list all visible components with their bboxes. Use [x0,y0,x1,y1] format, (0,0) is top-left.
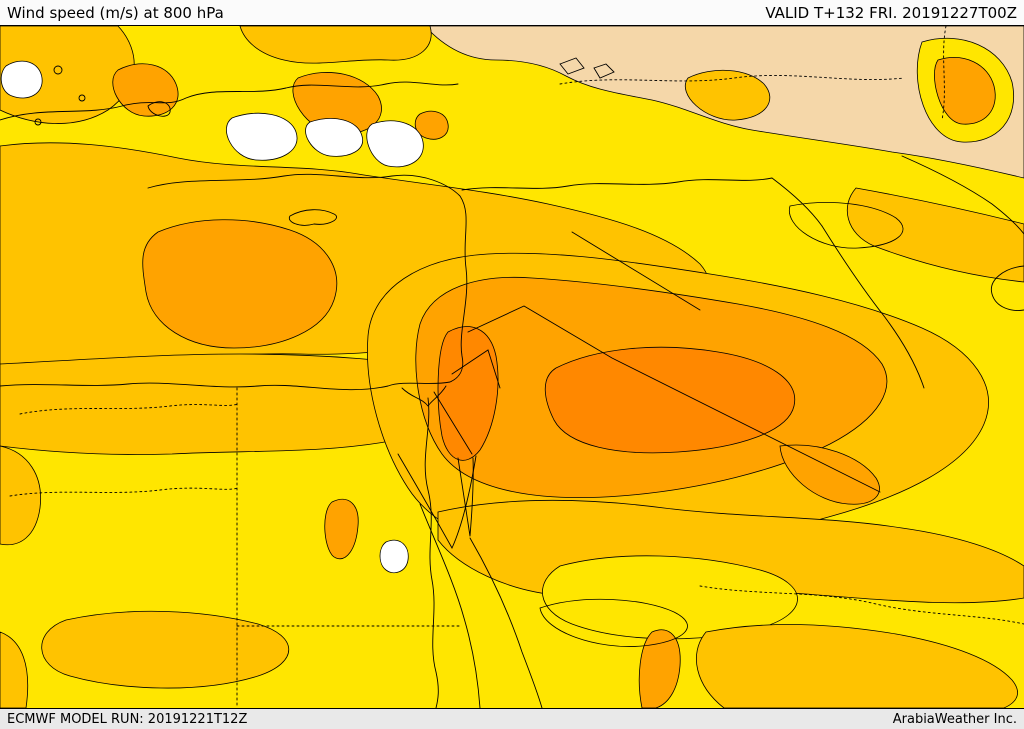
map-area [0,26,1024,708]
band-amber-bottomleft-blob [41,610,289,689]
band-amber-right-edge-band [846,187,1024,283]
gulf-of-aqaba [457,457,474,537]
coastline-red-sea-east [469,537,543,708]
band-white-nile-delta [379,539,409,574]
coastline-cyprus [288,209,337,226]
border-iraq-iran [821,225,925,389]
contour-ring-south [539,598,688,647]
lake-urmia [593,63,615,79]
band-orange-se-tail [779,444,880,505]
band-white-aegean [0,60,43,99]
map-svg [0,26,1024,708]
band-orange-spot-redsea-west [324,498,359,560]
island-aegean-1 [53,65,63,75]
band-orange-streak-south [638,629,681,708]
coastline-mediterranean [0,173,468,391]
island-aegean-2 [78,94,86,102]
border-syria-iraq [571,231,701,311]
band-deep-orange-core-jordan [437,326,499,461]
band-amber-top-strip [239,26,432,64]
contour-ring-northeast [788,202,904,249]
border-turkey-syria [461,177,823,227]
band-white-anatolia-3 [366,120,424,168]
dotted-line-libya-1 [19,403,239,415]
map-title: Wind speed (m/s) at 800 hPa [7,3,224,22]
band-amber-ne-spot [685,69,771,121]
coastline-sinai [397,453,477,549]
band-amber-bottomright [696,624,1018,708]
band-white-anatolia-1 [226,112,298,161]
dotted-line-ne-vertical [941,26,947,121]
coastline-black-sea [0,81,459,121]
extra-contours-layer [539,202,904,647]
border-jordan-saudi [451,349,501,389]
band-orange-east-med [142,219,338,349]
nile-delta-branches [401,385,447,407]
valid-time-label: VALID T+132 FRI. 20191227T00Z [765,3,1017,22]
wind-fill-layer [0,26,1024,708]
band-orange-corner-ne [934,57,996,125]
band-deep-orange-core-iraq [544,346,796,454]
dotted-line-caucasus [559,75,905,85]
attribution-label: ArabiaWeather Inc. [892,711,1017,727]
map-footer: ECMWF MODEL RUN: 20191221T12Z ArabiaWeat… [0,708,1024,729]
border-egypt-israel [433,391,473,455]
geo-lines-layer [0,26,1024,708]
border-jordan-iraq-saudi [467,305,881,493]
lake-van [559,57,585,75]
coastline-persian-gulf [901,155,1024,235]
persian-gulf-notch [990,265,1024,311]
coastline-red-sea-west [419,503,481,708]
band-amber-left-edge [0,445,42,546]
coastline-marmara [147,101,171,117]
band-orange-spot-anatolia-east [414,110,449,140]
river-nile [424,397,439,708]
map-header: Wind speed (m/s) at 800 hPa VALID T+132 … [0,0,1024,26]
island-aegean-3 [34,118,42,126]
dotted-line-saudi-south [699,585,1024,625]
band-white-anatolia-2 [305,118,363,157]
model-run-label: ECMWF MODEL RUN: 20191221T12Z [7,711,248,727]
band-amber-bottomleft-corner [0,631,29,708]
band-amber-topleft-corner [0,26,135,124]
